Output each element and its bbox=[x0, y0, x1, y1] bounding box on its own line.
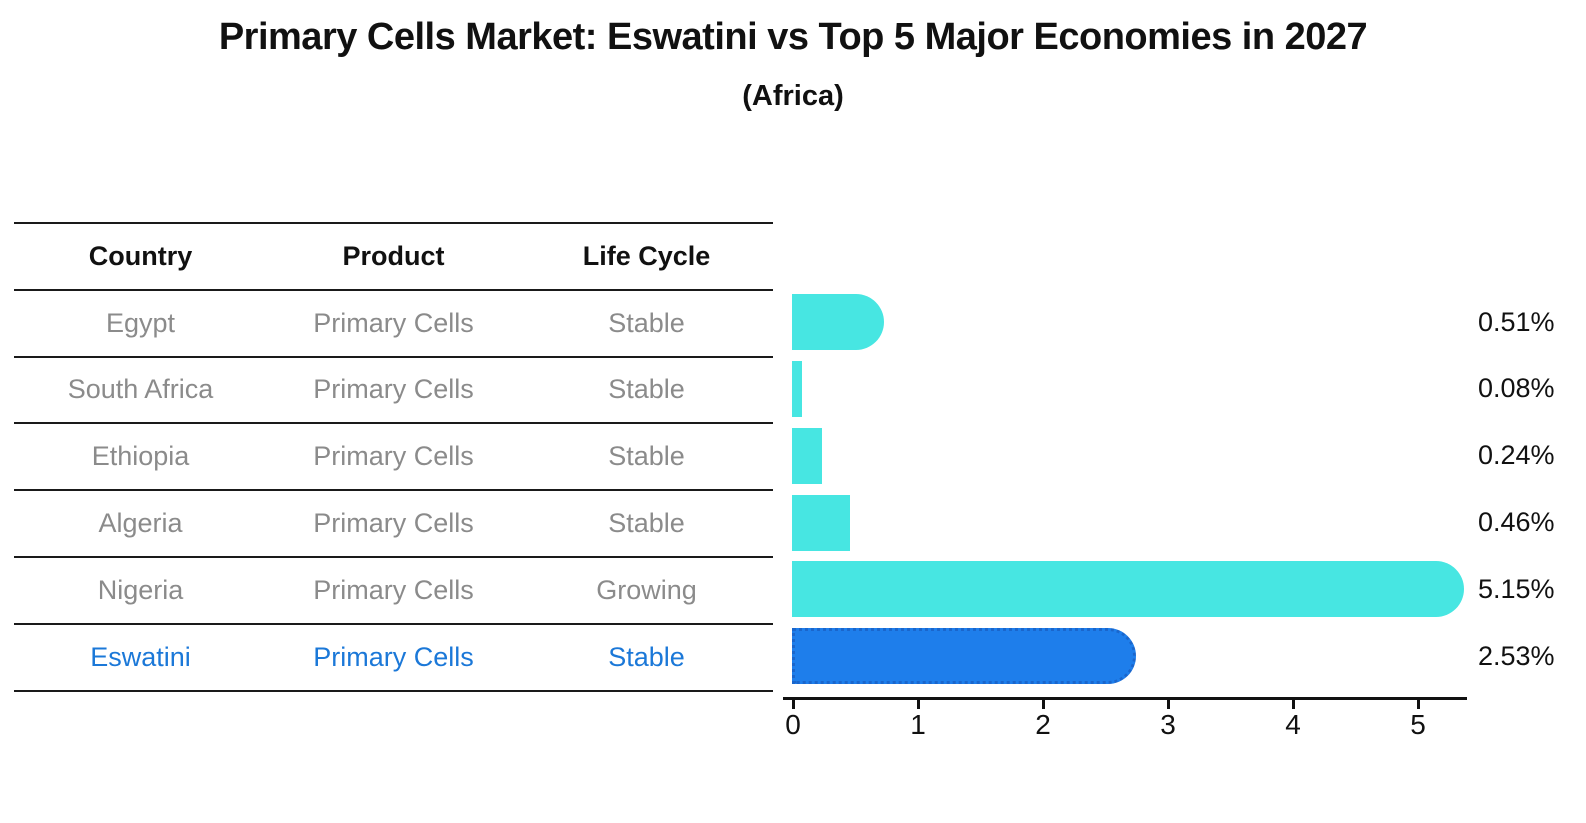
cell-product: Primary Cells bbox=[313, 641, 474, 672]
cell-product: Primary Cells bbox=[313, 574, 474, 605]
cell-country: Nigeria bbox=[97, 574, 184, 605]
x-axis-tick-label: 3 bbox=[1160, 709, 1176, 740]
cell-country: Egypt bbox=[105, 307, 176, 338]
value-label-algeria: 0.46% bbox=[1478, 507, 1555, 538]
value-label-ethiopia: 0.24% bbox=[1478, 440, 1555, 471]
x-axis-tick bbox=[917, 699, 920, 709]
x-axis-tick-label: 1 bbox=[910, 709, 926, 740]
bar-algeria bbox=[792, 494, 850, 551]
cell-product: Primary Cells bbox=[313, 307, 474, 338]
bar-egypt bbox=[792, 294, 884, 351]
x-axis-line bbox=[783, 697, 1467, 700]
table-row-ethiopia: Ethiopia Primary Cells Stable bbox=[14, 422, 773, 489]
bar-row-south-africa: 0.08% bbox=[792, 356, 1582, 423]
cell-country: Eswatini bbox=[90, 641, 191, 672]
bar-chart: 0.51% 0.08% 0.24% 0.46% 5.15% 2.53% bbox=[792, 289, 1582, 690]
column-header-country: Country bbox=[88, 240, 193, 271]
x-axis-tick-label: 2 bbox=[1035, 709, 1051, 740]
column-header-product: Product bbox=[342, 240, 445, 271]
cell-country: South Africa bbox=[67, 374, 214, 405]
value-label-nigeria: 5.15% bbox=[1478, 573, 1555, 604]
x-axis-tick-label: 0 bbox=[785, 709, 801, 740]
bar-eswatini bbox=[792, 628, 1137, 685]
table-header-row: Country Product Life Cycle bbox=[14, 222, 773, 289]
value-label-egypt: 0.51% bbox=[1478, 306, 1555, 337]
cell-lifecycle: Stable bbox=[608, 441, 685, 472]
bar-nigeria bbox=[792, 561, 1464, 618]
bar-row-ethiopia: 0.24% bbox=[792, 422, 1582, 489]
bar-row-eswatini: 2.53% bbox=[792, 623, 1582, 690]
x-axis-tick bbox=[1167, 699, 1170, 709]
country-table: Country Product Life Cycle Egypt Primary… bbox=[14, 222, 773, 692]
cell-lifecycle: Stable bbox=[608, 374, 685, 405]
value-label-eswatini: 2.53% bbox=[1478, 640, 1555, 671]
chart-subtitle: (Africa) bbox=[742, 80, 844, 112]
table-row-egypt: Egypt Primary Cells Stable bbox=[14, 288, 773, 356]
x-axis-tick bbox=[1417, 699, 1420, 709]
cell-product: Primary Cells bbox=[313, 508, 474, 539]
bar-row-egypt: 0.51% bbox=[792, 289, 1582, 356]
chart-title: Primary Cells Market: Eswatini vs Top 5 … bbox=[218, 16, 1368, 58]
cell-country: Algeria bbox=[98, 508, 183, 539]
cell-product: Primary Cells bbox=[313, 441, 474, 472]
bar-row-algeria: 0.46% bbox=[792, 489, 1582, 556]
cell-lifecycle: Stable bbox=[608, 508, 685, 539]
x-axis-tick-label: 4 bbox=[1285, 709, 1301, 740]
table-row-south-africa: South Africa Primary Cells Stable bbox=[14, 355, 773, 423]
x-axis-tick bbox=[792, 699, 795, 709]
cell-lifecycle: Growing bbox=[596, 574, 697, 605]
value-label-south-africa: 0.08% bbox=[1478, 373, 1555, 404]
cell-country: Ethiopia bbox=[91, 441, 190, 472]
bar-row-nigeria: 5.15% bbox=[792, 556, 1582, 623]
cell-lifecycle: Stable bbox=[608, 641, 685, 672]
table-row-eswatini: Eswatini Primary Cells Stable bbox=[14, 622, 773, 690]
table-row-algeria: Algeria Primary Cells Stable bbox=[14, 489, 773, 556]
table-row-nigeria: Nigeria Primary Cells Growing bbox=[14, 555, 773, 623]
bar-ethiopia bbox=[792, 427, 822, 484]
bar-south-africa bbox=[792, 360, 802, 417]
x-axis-tick-label: 5 bbox=[1410, 709, 1426, 740]
cell-lifecycle: Stable bbox=[608, 307, 685, 338]
x-axis-tick bbox=[1292, 699, 1295, 709]
cell-product: Primary Cells bbox=[313, 374, 474, 405]
column-header-lifecycle: Life Cycle bbox=[582, 240, 711, 271]
x-axis-tick bbox=[1042, 699, 1045, 709]
x-axis: 0 1 2 3 4 5 bbox=[783, 697, 1483, 757]
